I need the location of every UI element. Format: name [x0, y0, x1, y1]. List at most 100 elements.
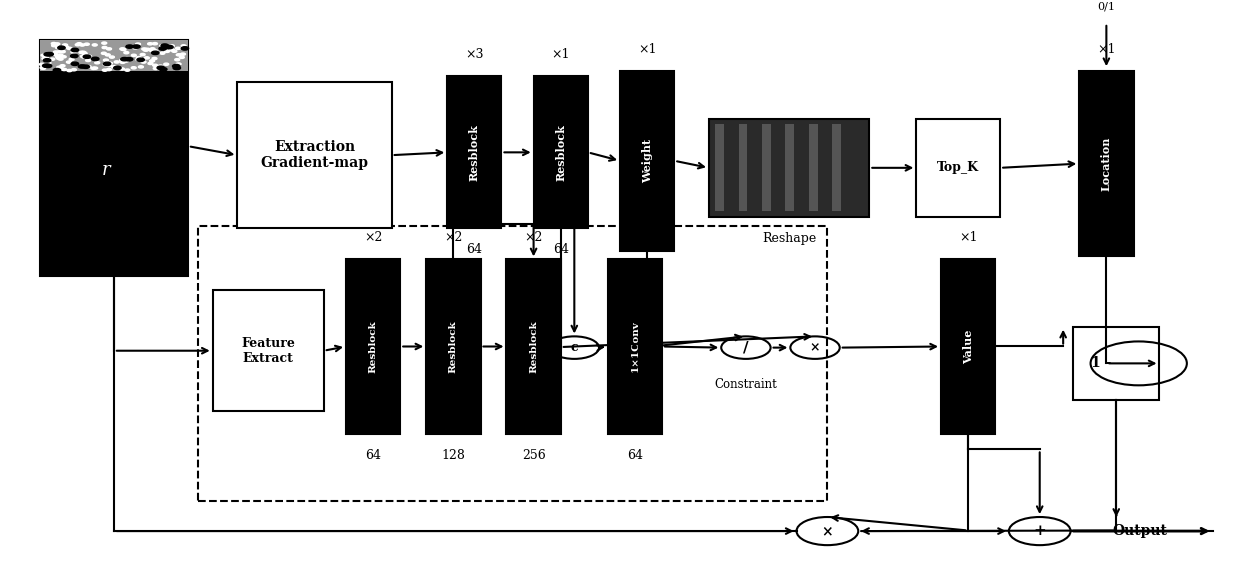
Circle shape: [159, 47, 166, 50]
Circle shape: [55, 43, 60, 45]
Circle shape: [71, 48, 78, 52]
Circle shape: [108, 62, 113, 64]
Circle shape: [61, 56, 66, 58]
Circle shape: [107, 48, 112, 50]
Circle shape: [103, 59, 108, 61]
Circle shape: [181, 53, 186, 55]
Circle shape: [102, 42, 107, 44]
Circle shape: [160, 45, 165, 47]
Circle shape: [114, 66, 122, 70]
FancyBboxPatch shape: [506, 259, 560, 434]
Circle shape: [114, 61, 119, 63]
FancyBboxPatch shape: [1073, 327, 1159, 400]
Circle shape: [105, 64, 110, 66]
Text: ×: ×: [810, 341, 821, 354]
Circle shape: [51, 42, 56, 45]
Circle shape: [112, 66, 117, 68]
FancyBboxPatch shape: [739, 124, 748, 212]
Circle shape: [180, 56, 185, 59]
Text: 1×1Conv: 1×1Conv: [630, 321, 640, 372]
Circle shape: [43, 56, 48, 58]
FancyBboxPatch shape: [212, 290, 324, 411]
Circle shape: [61, 50, 66, 53]
Circle shape: [46, 62, 51, 64]
Text: Output: Output: [1112, 524, 1167, 538]
Circle shape: [42, 64, 50, 67]
Circle shape: [92, 44, 97, 46]
Circle shape: [154, 67, 159, 70]
Circle shape: [154, 51, 159, 53]
Circle shape: [126, 45, 133, 48]
Circle shape: [175, 59, 180, 61]
Circle shape: [141, 48, 146, 50]
Circle shape: [71, 51, 76, 53]
FancyBboxPatch shape: [808, 124, 817, 212]
Text: Weight: Weight: [641, 139, 652, 183]
Circle shape: [145, 48, 150, 50]
Circle shape: [92, 57, 99, 60]
Circle shape: [165, 50, 170, 52]
Circle shape: [78, 65, 86, 68]
Text: ×2: ×2: [363, 231, 382, 244]
Circle shape: [77, 42, 82, 45]
Circle shape: [62, 68, 67, 71]
Text: Resblock: Resblock: [556, 124, 567, 181]
Circle shape: [124, 52, 129, 54]
Circle shape: [153, 57, 157, 60]
Circle shape: [41, 54, 46, 56]
Circle shape: [60, 50, 64, 52]
Circle shape: [46, 53, 53, 56]
Circle shape: [160, 52, 165, 55]
Circle shape: [148, 62, 153, 64]
Text: 0/1: 0/1: [1097, 1, 1115, 11]
Text: ×1: ×1: [959, 231, 977, 244]
Text: Resblock: Resblock: [469, 124, 480, 181]
Circle shape: [91, 67, 95, 70]
FancyBboxPatch shape: [832, 124, 841, 212]
Circle shape: [71, 62, 78, 66]
Circle shape: [104, 62, 109, 64]
Circle shape: [40, 67, 45, 69]
Circle shape: [67, 70, 72, 72]
Circle shape: [109, 56, 114, 58]
Text: /: /: [743, 340, 749, 354]
Circle shape: [150, 49, 155, 52]
Circle shape: [40, 63, 45, 66]
Circle shape: [71, 55, 78, 57]
Text: 1 -: 1 -: [1090, 356, 1111, 371]
Circle shape: [135, 43, 140, 45]
Circle shape: [76, 44, 81, 46]
Circle shape: [131, 54, 136, 56]
Circle shape: [120, 57, 128, 61]
Circle shape: [84, 43, 89, 45]
Circle shape: [67, 61, 72, 63]
Circle shape: [58, 67, 63, 68]
Circle shape: [56, 56, 61, 58]
Circle shape: [181, 47, 188, 50]
Circle shape: [81, 55, 86, 57]
Circle shape: [153, 64, 157, 67]
Text: 64: 64: [365, 448, 381, 462]
Circle shape: [170, 49, 175, 51]
Circle shape: [181, 45, 186, 47]
Text: 64: 64: [466, 243, 482, 256]
Circle shape: [157, 66, 165, 70]
Circle shape: [150, 60, 155, 62]
Circle shape: [144, 49, 149, 51]
Circle shape: [57, 50, 62, 53]
Circle shape: [126, 45, 131, 48]
Circle shape: [42, 57, 47, 60]
Text: Resblock: Resblock: [529, 320, 538, 373]
Circle shape: [164, 63, 169, 66]
Circle shape: [141, 61, 146, 63]
FancyBboxPatch shape: [761, 124, 770, 212]
Text: Value: Value: [962, 329, 973, 364]
Text: Constraint: Constraint: [714, 378, 777, 391]
Circle shape: [56, 46, 61, 49]
Text: +: +: [1033, 524, 1047, 538]
Circle shape: [125, 69, 130, 71]
Circle shape: [151, 51, 156, 53]
Circle shape: [131, 67, 136, 69]
Text: 128: 128: [441, 448, 465, 462]
Circle shape: [150, 48, 155, 50]
